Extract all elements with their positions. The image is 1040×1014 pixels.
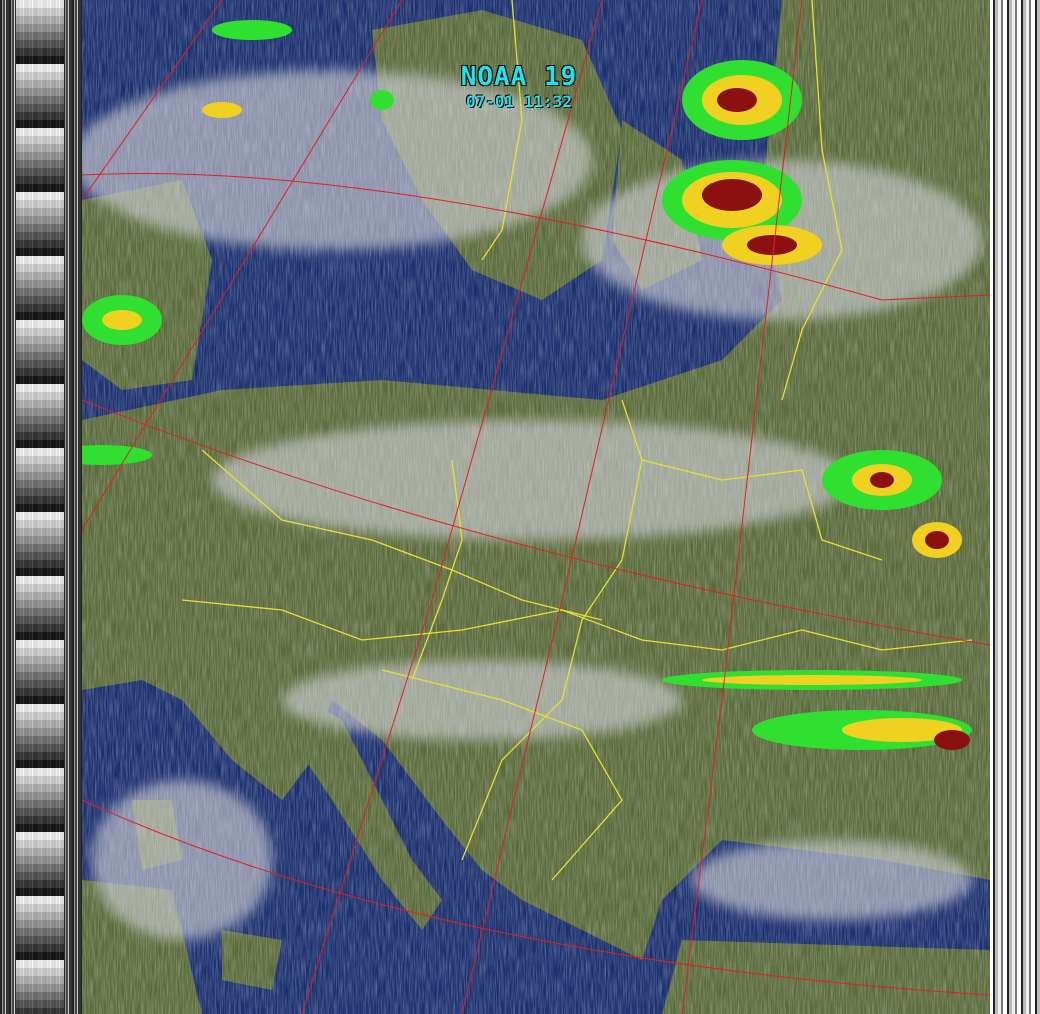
calibration-wedges (16, 0, 64, 1014)
scan-noise (82, 0, 990, 1014)
precipitation (82, 20, 972, 750)
graticule (82, 0, 990, 1014)
map-image (82, 0, 990, 1014)
political-borders (181, 0, 973, 881)
